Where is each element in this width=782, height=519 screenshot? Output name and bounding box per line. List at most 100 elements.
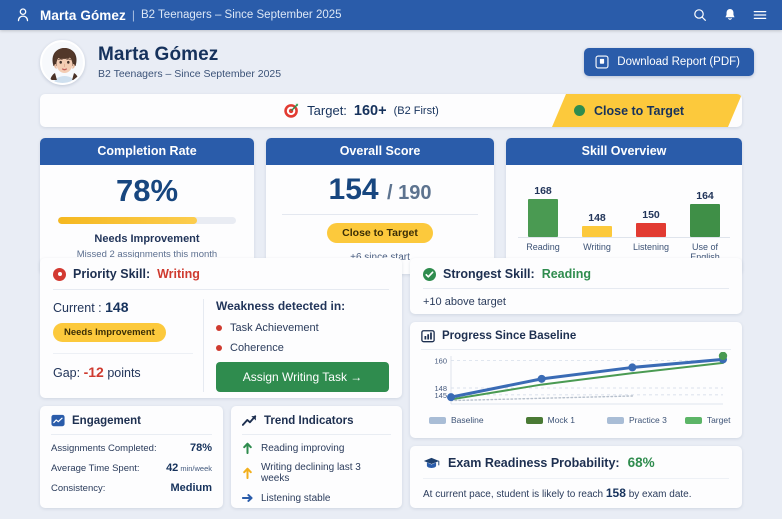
exam-readiness-label: Exam Readiness Probability: [448,455,620,470]
overall-score-denominator: / 190 [386,182,432,204]
exam-readiness-card: Exam Readiness Probability: 68% At curre… [410,446,742,508]
priority-gap-row: Gap: -12 points [53,364,193,380]
chart-y-tick-label: 145 [434,391,447,400]
strongest-note: +10 above target [423,296,506,308]
skill-category-labels: Reading Writing Listening Use of English [516,242,732,262]
weakness-list: Task Achievement Coherence [216,322,389,354]
nav-actions [692,7,768,23]
chart-legend-item: Mock 1 [525,415,575,425]
chart-series-line [450,395,634,402]
bullet-dot-icon [216,325,222,331]
trending-up-icon [242,415,257,426]
skill-bar-rect [636,223,666,237]
hamburger-menu-icon[interactable] [752,7,768,23]
overall-score-value-row: 154 / 190 [280,175,480,205]
graduation-cap-icon [423,457,440,468]
strongest-divider [423,288,729,289]
skill-bar-value: 164 [696,190,714,203]
alert-circle-icon [53,267,66,281]
skill-bar-rect [690,204,720,237]
skill-bar-rect [528,198,558,237]
target-status-badge: Close to Target [552,94,742,127]
skill-bar-item: 168 [519,175,567,237]
target-label: Target: [307,103,347,118]
priority-gap-value: -12 [83,364,104,380]
chart-legend-item: Target [684,415,731,425]
skill-bar-chart: 168 148 150 164 [516,175,732,237]
chart-y-tick-label: 148 [434,384,447,393]
engagement-value: 78% [189,442,212,454]
skill-category-label: Use of English [690,242,720,262]
overall-since-note: +6 since start [350,252,410,263]
engagement-label: Average Time Spent: [51,463,140,474]
weakness-title: Weakness detected in: [216,299,346,313]
engagement-card: Engagement Assignments Completed: 78% Aver… [40,406,223,508]
exam-readiness-header: Exam Readiness Probability: 68% [423,455,729,470]
skill-bar-item: 148 [573,175,621,237]
priority-current-row: Current : 148 [53,299,193,315]
trend-divider [242,434,391,435]
skill-overview-title: Skill Overview [506,138,742,165]
priority-current-value: 148 [105,299,129,315]
progress-chart-card: Progress Since Baseline 145 148 160 Baseli… [410,322,742,438]
trend-rows: Reading improving Writing declining last … [242,442,391,504]
trend-row: Reading improving [242,442,391,454]
assign-writing-task-button[interactable]: Assign Writing Task → [216,362,389,392]
trend-label: Reading improving [261,442,345,454]
chart-data-point [718,351,728,361]
skill-overview-body: 168 148 150 164 Reading Writing Listening Use … [506,165,742,271]
overall-score-title: Overall Score [266,138,494,165]
completion-progress-fill [58,217,197,224]
engagement-chart-icon [51,414,65,427]
strongest-skill-label: Strongest Skill: [443,267,535,281]
skill-bar-rect [582,226,612,237]
engagement-header: Engagement [51,414,212,427]
download-icon [595,55,609,69]
completion-progress-bar [58,217,236,224]
bell-icon[interactable] [722,7,738,23]
chart-legend-label: Target [706,415,731,425]
target-status-label: Close to Target [594,103,685,118]
overall-score-body: 154 / 190 Close to Target +6 since start [266,165,494,274]
trend-label: Writing declining last 3 weeks [261,462,361,484]
chart-series-line [450,361,724,401]
bar-chart-icon [421,330,435,343]
skill-bar-value: 150 [642,209,660,222]
arrow-up-icon [243,467,252,479]
chart-data-point [447,393,455,402]
chart-legend-item: Baseline [429,415,484,425]
engagement-value: Medium [170,482,212,494]
check-circle-icon [423,267,436,281]
priority-inner-divider [53,353,193,354]
page-title: Marta Gómez [98,44,219,65]
chart-legend-swatch [429,416,446,424]
chart-legend-label: Baseline [451,415,484,425]
user-profile-icon [17,8,29,22]
chart-legend-item: Practice 3 [607,415,667,425]
engagement-row: Consistency: Medium [51,482,212,494]
engagement-label: Assignments Completed: [51,443,157,454]
download-report-button[interactable]: Download Report (PDF) [584,48,754,76]
target-icon [284,103,299,118]
target-value: 160+ [353,102,387,119]
priority-skill-label: Priority Skill: [73,267,151,281]
skill-bar-item: 164 [681,175,729,237]
completion-rate-card: Completion Rate 78% Needs Improvement Mi… [40,138,254,274]
chart-series-line [449,357,725,399]
nav-subtitle: B2 Teenagers – Since September 2025 [141,9,342,21]
progress-line-chart: 145 148 160 [421,351,731,414]
skill-bar-value: 148 [588,212,606,225]
priority-left-column: Current : 148 Needs Improvement Gap: -12… [53,299,203,392]
completion-rate-title: Completion Rate [40,138,254,165]
check-glyph-icon [425,270,434,278]
completion-rate-body: 78% Needs Improvement Missed 2 assignmen… [40,165,254,271]
completion-status: Needs Improvement [94,233,200,245]
trend-indicators-title: Trend Indicators [264,414,354,427]
weakness-item: Task Achievement [216,322,389,334]
search-icon[interactable] [692,7,708,23]
chart-data-point [537,374,546,383]
progress-chart-header: Progress Since Baseline [421,329,731,343]
download-report-label: Download Report (PDF) [617,56,740,68]
skill-category-label: Reading [526,242,560,252]
